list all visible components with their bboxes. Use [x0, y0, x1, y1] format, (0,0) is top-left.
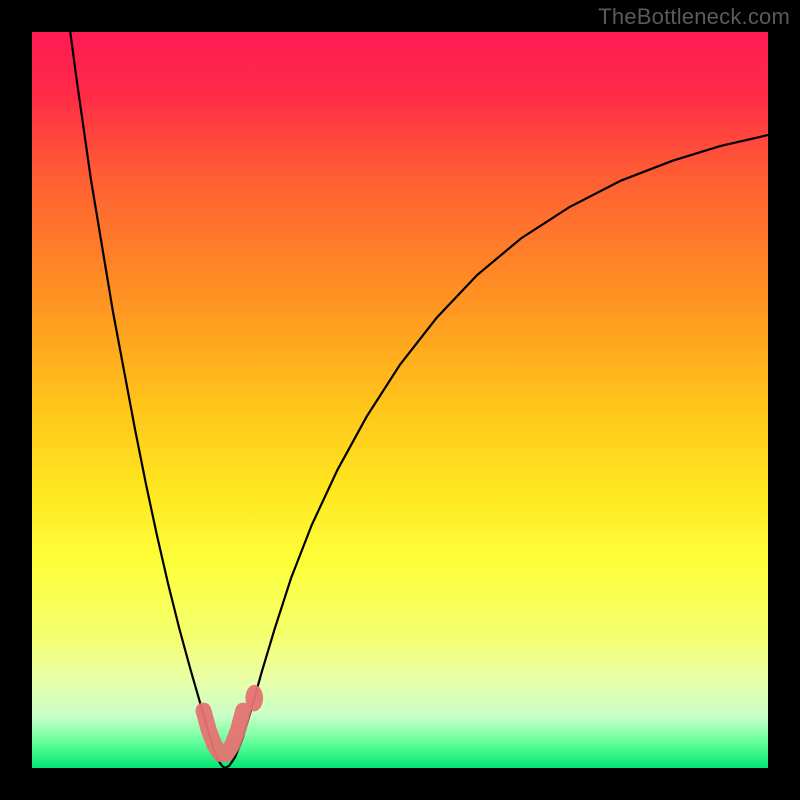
chart-container: TheBottleneck.com [0, 0, 800, 800]
highlight-spot [245, 685, 263, 711]
watermark-text: TheBottleneck.com [598, 4, 790, 30]
bottleneck-chart [0, 0, 800, 800]
plot-background [32, 32, 768, 768]
